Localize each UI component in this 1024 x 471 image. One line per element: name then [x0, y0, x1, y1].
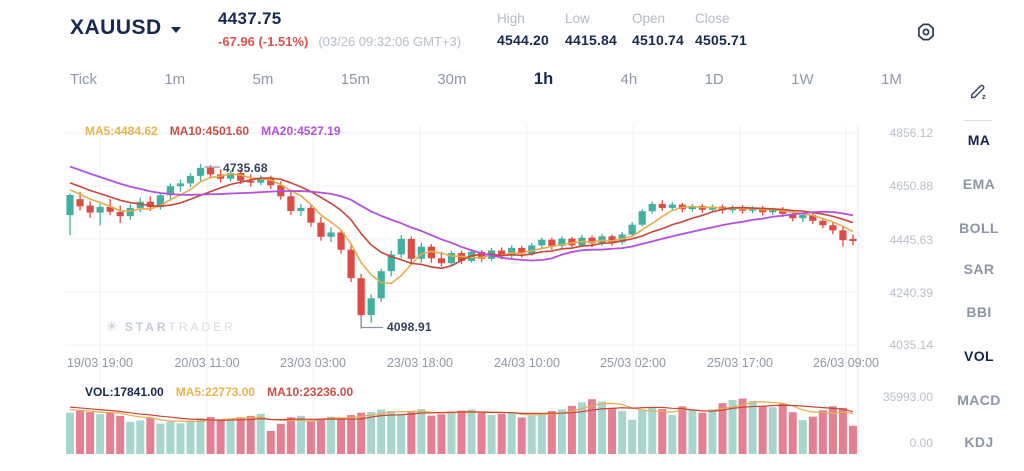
time-axis-tick: 24/03 10:00: [493, 356, 561, 370]
tab-15m[interactable]: 15m: [340, 71, 370, 88]
tab-1h[interactable]: 1h: [533, 70, 554, 88]
sidebar-item-boll[interactable]: BOLL: [959, 220, 999, 236]
time-axis-tick: 23/03 03:00: [279, 356, 347, 370]
sidebar-divider: [964, 120, 992, 121]
symbol-name: XAUUSD: [70, 16, 162, 39]
time-axis-tick: 20/03 11:00: [174, 356, 240, 370]
ma5-readout: MA5:4484.62: [85, 124, 158, 138]
tab-5m[interactable]: 5m: [252, 71, 274, 88]
stat-open-value: 4510.74: [632, 32, 685, 48]
tab-1m-month[interactable]: 1M: [881, 71, 902, 88]
tab-30m[interactable]: 30m: [437, 71, 467, 88]
low-annotation: 4098.91: [387, 320, 432, 334]
stat-close: Close 4505.71: [695, 11, 747, 48]
pencil-icon: z: [970, 84, 986, 101]
stat-close-value: 4505.71: [695, 32, 748, 48]
symbol-selector[interactable]: XAUUSD: [70, 16, 181, 40]
price-axis-tick: 4035.14: [889, 338, 933, 352]
price-axis-tick: 4445.63: [889, 233, 933, 247]
sidebar-item-kdj[interactable]: KDJ: [964, 434, 994, 450]
stat-high-label: High: [497, 11, 525, 26]
ma10-readout: MA10:4501.60: [169, 124, 250, 138]
tab-1d[interactable]: 1D: [704, 71, 724, 88]
startrader-watermark: ✳ STARTRADER: [106, 318, 236, 335]
volume-axis-tick: 35993.00: [882, 390, 933, 404]
vol-ma10-readout: MA10:23236.00: [267, 385, 354, 399]
indicator-sidebar: z MA EMA BOLL SAR BBI VOL MACD KDJ: [934, 0, 1024, 471]
tab-tick[interactable]: Tick: [70, 71, 97, 88]
sidebar-item-ema[interactable]: EMA: [962, 176, 996, 192]
tab-1w[interactable]: 1W: [791, 71, 814, 88]
svg-text:z: z: [982, 92, 986, 101]
ma20-readout: MA20:4527.19: [261, 124, 341, 138]
stat-open-label: Open: [632, 11, 666, 26]
price-axis-tick: 4856.12: [889, 126, 933, 140]
stat-high-value: 4544.20: [497, 32, 550, 48]
stat-low-label: Low: [565, 11, 590, 26]
current-price: 4437.75: [218, 9, 282, 28]
gear-icon: [918, 23, 934, 41]
stat-low-value: 4415.84: [565, 32, 618, 48]
stat-low: Low 4415.84: [565, 11, 617, 48]
vol-readout: VOL:17841.00: [85, 385, 164, 399]
price-ma-readouts: MA5:4484.62 MA10:4501.60 MA20:4527.19: [85, 124, 341, 138]
edit-indicators-button[interactable]: z: [968, 80, 990, 107]
volume-axis-tick: 0.00: [909, 436, 933, 450]
settings-button[interactable]: [914, 20, 938, 44]
timeframe-tabs: Tick 1m 5m 15m 30m 1h 4h 1D 1W 1M: [70, 70, 902, 89]
sidebar-item-sar[interactable]: SAR: [963, 261, 995, 277]
stat-open: Open 4510.74: [632, 11, 684, 48]
time-axis-tick: 19/03 19:00: [66, 356, 134, 370]
watermark-bold: STAR: [124, 319, 169, 334]
sidebar-item-bbi[interactable]: BBI: [966, 304, 992, 320]
volume-readouts: VOL:17841.00 MA5:22773.00 MA10:23236.00: [85, 385, 353, 399]
stat-high: High 4544.20: [497, 11, 549, 48]
vol-ma5-readout: MA5:22773.00: [175, 385, 256, 399]
high-annotation: 4735.68: [223, 161, 268, 175]
time-axis-tick: 26/03 09:00: [812, 356, 880, 370]
time-axis-tick: 25/03 17:00: [706, 356, 774, 370]
time-axis-tick: 25/03 02:00: [599, 356, 667, 370]
price-axis-tick: 4240.39: [889, 286, 933, 300]
tab-1m[interactable]: 1m: [164, 71, 186, 88]
tab-4h[interactable]: 4h: [620, 71, 638, 88]
chevron-down-icon: [170, 26, 181, 33]
stat-close-label: Close: [695, 11, 730, 26]
price-axis-tick: 4650.88: [889, 179, 933, 193]
price-change: -67.96 (-1.51%): [218, 34, 309, 49]
sidebar-item-vol[interactable]: VOL: [964, 348, 994, 364]
quote-timestamp: (03/26 09:32:06 GMT+3): [318, 34, 462, 49]
watermark-light: TRADER: [168, 319, 236, 334]
star-logo-icon: ✳: [106, 318, 118, 334]
sidebar-item-macd[interactable]: MACD: [957, 392, 1001, 408]
quote-block: 4437.75 -67.96 (-1.51%) (03/26 09:32:06 …: [218, 9, 461, 49]
sidebar-item-ma[interactable]: MA: [967, 132, 991, 148]
time-axis-tick: 23/03 18:00: [386, 356, 454, 370]
